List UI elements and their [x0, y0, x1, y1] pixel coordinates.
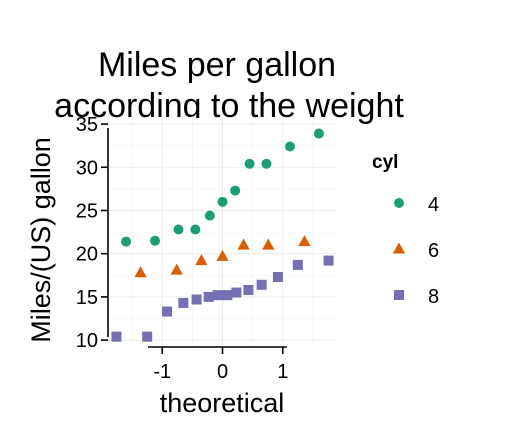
legend-label-cyl-4: 4 [428, 194, 439, 216]
data-point-cyl-8 [292, 259, 303, 270]
x-tick-label: 0 [217, 361, 228, 383]
data-point-cyl-8 [212, 290, 223, 301]
data-point-cyl-4 [121, 236, 132, 247]
data-point-cyl-6 [262, 238, 275, 250]
data-point-cyl-4 [261, 158, 272, 169]
x-axis-title: theoretical [160, 388, 285, 418]
data-point-cyl-8 [142, 331, 153, 342]
legend-key-cyl-4 [394, 198, 404, 208]
x-tick-label: 1 [277, 361, 288, 383]
data-point-cyl-8 [243, 284, 254, 295]
axes: 10 15 20 25 30 35 -1 0 1 [76, 114, 289, 383]
legend-title: cyl [372, 152, 398, 173]
data-point-cyl-8 [222, 290, 233, 301]
data-point-cyl-8 [111, 331, 122, 342]
y-tick-label: 30 [76, 157, 98, 179]
data-point-cyl-4 [190, 224, 201, 235]
data-point-cyl-4 [230, 185, 241, 196]
data-point-cyl-8 [272, 272, 283, 283]
x-tick-label: -1 [153, 361, 171, 383]
data-point-cyl-4 [217, 196, 228, 207]
data-point-cyl-8 [191, 294, 202, 305]
legend-items: 4 6 8 [392, 194, 439, 308]
chart-title-line-1: Miles per gallon [98, 46, 336, 84]
data-point-cyl-8 [203, 291, 214, 302]
data-point-cyl-8 [162, 306, 173, 317]
data-point-cyl-4 [150, 235, 161, 246]
y-tick-label: 10 [76, 330, 98, 352]
data-point-cyl-6 [216, 249, 229, 261]
data-point-cyl-4 [284, 141, 295, 152]
legend-label-cyl-8: 8 [428, 286, 439, 308]
y-tick-label: 35 [76, 114, 98, 136]
data-point-cyl-6 [195, 254, 208, 266]
y-tick-label: 20 [76, 244, 98, 266]
y-axis-title: Miles/(US) gallon [26, 137, 56, 343]
data-point-cyl-8 [231, 287, 242, 298]
data-point-cyl-6 [237, 238, 250, 250]
data-point-cyl-4 [244, 158, 255, 169]
data-point-cyl-6 [134, 266, 147, 278]
y-tick-label: 25 [76, 200, 98, 222]
legend-label-cyl-6: 6 [428, 240, 439, 262]
y-tick-label: 15 [76, 287, 98, 309]
legend-key-cyl-6 [392, 242, 406, 254]
data-point-cyl-4 [313, 128, 324, 139]
legend: cyl 4 6 8 [372, 152, 439, 308]
data-point-cyl-6 [170, 263, 183, 275]
data-point-cyl-6 [298, 235, 311, 247]
data-point-cyl-8 [178, 297, 189, 308]
chart-title: Miles per gallon according to the weight [54, 46, 404, 125]
data-point-cyl-8 [256, 279, 267, 290]
legend-key-cyl-8 [394, 290, 404, 300]
data-point-cyl-4 [173, 224, 184, 235]
data-point-cyl-4 [204, 210, 215, 221]
data-points [111, 128, 334, 342]
data-point-cyl-8 [323, 255, 334, 266]
